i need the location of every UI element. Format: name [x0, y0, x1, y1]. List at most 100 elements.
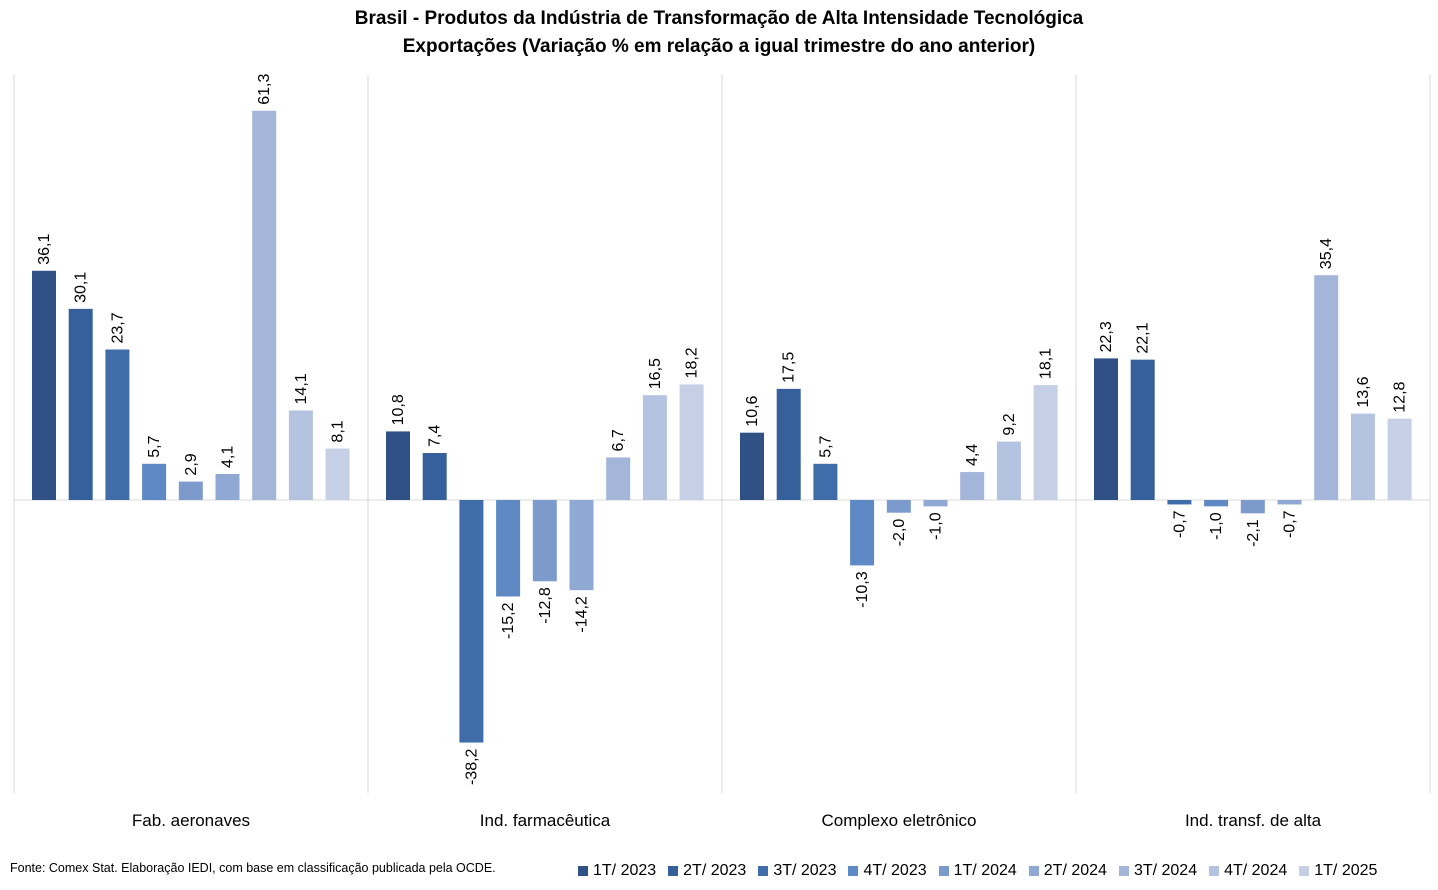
data-label: 13,6: [1355, 376, 1372, 407]
legend-swatch: [668, 866, 679, 876]
bar: [923, 500, 948, 507]
data-label: 5,7: [817, 435, 834, 457]
data-label: 5,7: [146, 435, 163, 457]
data-label: 23,7: [109, 312, 126, 343]
legend-label: 3T/ 2023: [773, 862, 837, 879]
data-label: -0,7: [1282, 510, 1299, 538]
bar: [252, 110, 277, 501]
bar: [105, 349, 130, 500]
bar: [1130, 359, 1155, 500]
bar: [1094, 358, 1118, 500]
legend-item: 4T/ 2024: [1209, 862, 1287, 880]
legend-label: 2T/ 2023: [683, 862, 747, 879]
legend-label: 4T/ 2023: [863, 862, 927, 879]
legend-label: 3T/ 2024: [1133, 862, 1198, 879]
bar: [960, 472, 985, 500]
legend-item: 3T/ 2024: [1118, 862, 1198, 880]
bar: [740, 432, 764, 500]
bar: [606, 457, 631, 500]
legend-swatch: [938, 866, 949, 876]
data-label: 10,6: [744, 395, 761, 426]
chart-subtitle: Exportações (Variação % em relação a igu…: [402, 36, 1036, 57]
data-label: 61,3: [256, 74, 273, 105]
legend-item: 1T/ 2025: [1299, 862, 1377, 880]
legend-label: 1T/ 2024: [953, 862, 1017, 879]
data-label: -10,3: [854, 571, 871, 608]
legend-label: 1T/ 2023: [593, 862, 657, 879]
data-label: 36,1: [36, 234, 53, 265]
legend-label: 1T/ 2025: [1314, 862, 1378, 879]
bar: [68, 308, 93, 500]
data-label: -1,0: [928, 512, 945, 540]
data-label: 18,2: [684, 347, 701, 378]
legend-swatch: [1028, 866, 1039, 876]
legend-item: 2T/ 2024: [1028, 862, 1107, 880]
bar: [996, 441, 1021, 500]
category-label: Ind. farmacêutica: [480, 811, 611, 830]
data-label: 12,8: [1392, 381, 1409, 412]
bar: [1314, 275, 1339, 500]
data-label: 22,1: [1135, 322, 1152, 353]
bar: [422, 453, 447, 500]
bar: [1350, 413, 1375, 500]
bar: [776, 388, 801, 500]
data-label: -38,2: [463, 748, 480, 785]
chart-title: Brasil - Produtos da Indústria de Transf…: [354, 8, 1084, 29]
data-label: -2,1: [1245, 519, 1262, 547]
data-label: 4,4: [964, 444, 981, 466]
data-label: 6,7: [610, 429, 627, 451]
bar: [1204, 500, 1229, 507]
bar: [679, 384, 704, 500]
data-label: 35,4: [1318, 238, 1335, 269]
bar: [325, 448, 350, 500]
data-label: 10,8: [390, 394, 407, 425]
data-label: -12,8: [537, 587, 554, 624]
data-label: 16,5: [647, 358, 664, 389]
category-label: Fab. aeronaves: [132, 811, 250, 830]
data-label: 17,5: [781, 352, 798, 383]
data-label: 18,1: [1038, 348, 1055, 379]
bar: [1240, 500, 1265, 514]
bar: [288, 410, 313, 500]
bar: [496, 500, 521, 597]
legend: 1T/ 2023 2T/ 2023 3T/ 2023 4T/ 2023 1T/ 2024…: [578, 860, 1389, 882]
data-label: 30,1: [73, 272, 90, 303]
bar: [215, 473, 240, 500]
data-label: 14,1: [293, 373, 310, 404]
bar: [459, 500, 484, 743]
data-label: 7,4: [427, 425, 444, 447]
data-label: -0,7: [1171, 510, 1188, 538]
category-label: Complexo eletrônico: [822, 811, 977, 830]
bar: [1387, 418, 1412, 500]
legend-label: 2T/ 2024: [1043, 862, 1107, 879]
legend-swatch: [578, 866, 588, 876]
data-label: -15,2: [500, 602, 517, 639]
bar: [569, 500, 594, 591]
data-label: -1,0: [1208, 512, 1225, 540]
legend-swatch: [1299, 866, 1310, 876]
legend-label: 4T/ 2024: [1224, 862, 1288, 879]
data-label: 9,2: [1001, 413, 1018, 435]
bar: [178, 481, 203, 500]
legend-item: 3T/ 2023: [758, 862, 836, 880]
legend-swatch: [1118, 866, 1129, 876]
bar: [813, 463, 838, 500]
legend-item: 2T/ 2023: [668, 862, 746, 880]
bar: [1277, 500, 1302, 505]
category-label: Ind. transf. de alta: [1185, 811, 1322, 830]
bar: [532, 500, 557, 582]
data-label: 4,1: [220, 446, 237, 468]
data-label: 2,9: [183, 453, 200, 475]
legend-swatch: [848, 866, 859, 876]
bar: [386, 431, 410, 500]
bar: [850, 500, 875, 566]
bar: [642, 395, 667, 500]
data-label: -14,2: [574, 596, 591, 633]
data-label: 22,3: [1098, 321, 1115, 352]
data-label: 8,1: [330, 420, 347, 442]
bar: [142, 463, 167, 500]
bar: [886, 500, 911, 513]
data-label: -2,0: [891, 519, 908, 547]
legend-swatch: [758, 866, 769, 876]
